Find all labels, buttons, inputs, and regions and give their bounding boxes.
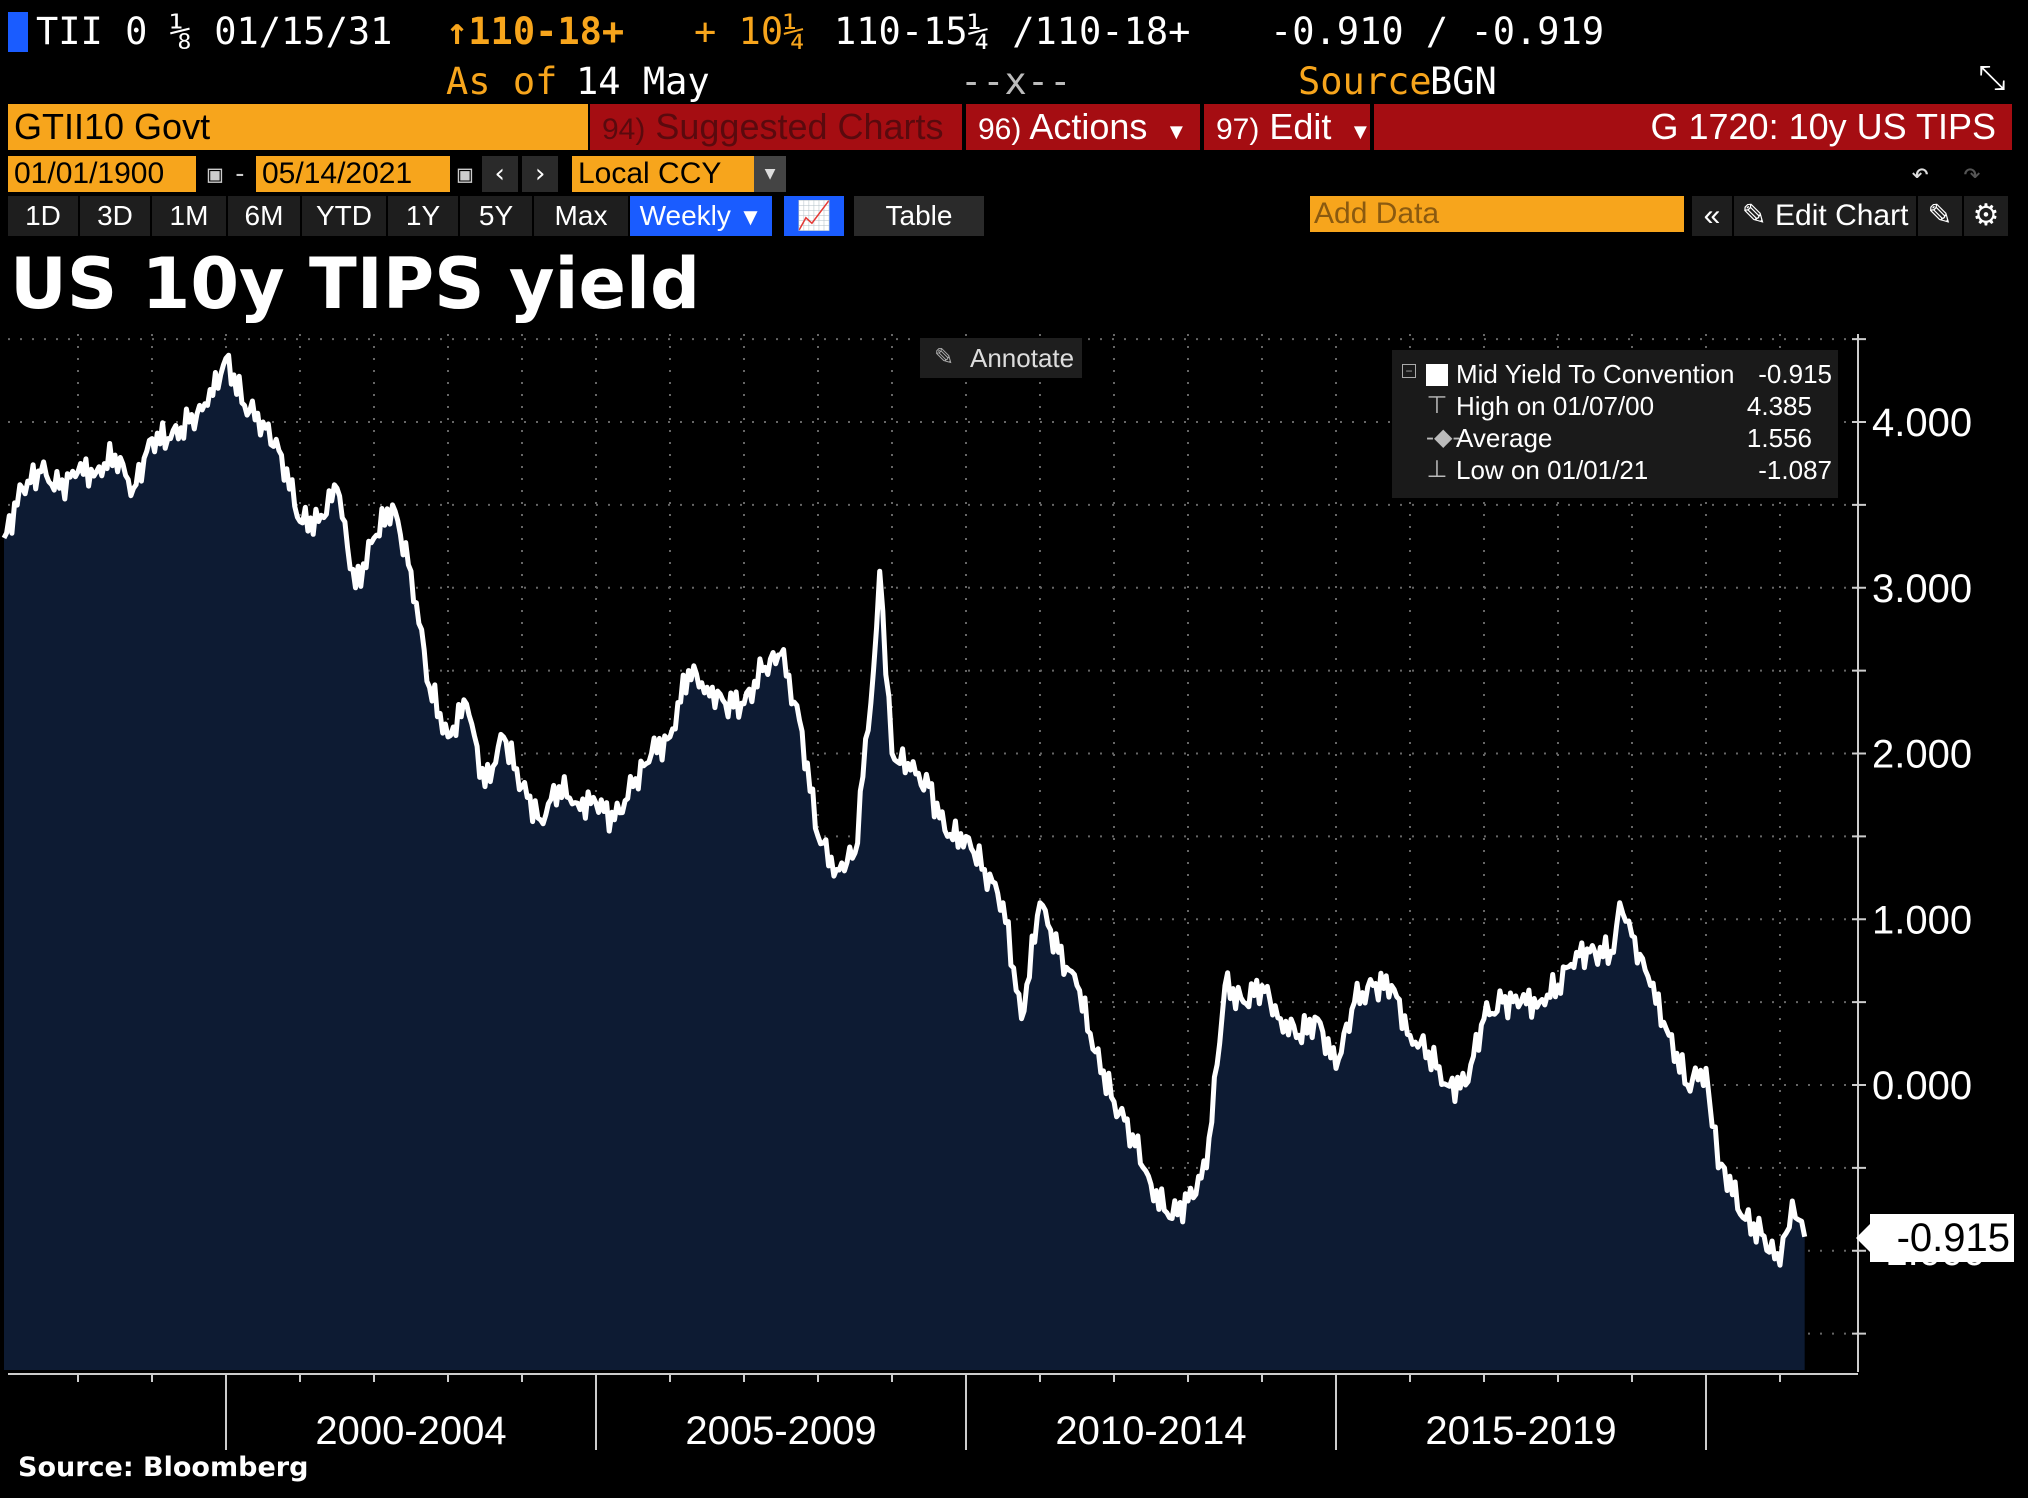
edit-series-icon[interactable]: ✎ xyxy=(1918,196,1962,236)
chart-legend[interactable]: − Mid Yield To Convention -0.915 ⊤ High … xyxy=(1392,350,1838,498)
source-note: Source: Bloomberg xyxy=(18,1452,309,1483)
legend-series-row: Mid Yield To Convention -0.915 xyxy=(1392,358,1838,390)
tab-1m[interactable]: 1M xyxy=(152,196,226,236)
legend-average-row: -◆- Average 1.556 xyxy=(1392,422,1838,454)
edit-chart-label: Edit Chart xyxy=(1775,199,1909,232)
security-name[interactable]: TII 0 ⅛ 01/15/31 xyxy=(36,10,393,53)
quote-time: --x-- xyxy=(960,60,1072,103)
legend-low-value: -1.087 xyxy=(1758,455,1832,485)
last-price: ↑110-18+ xyxy=(446,10,625,53)
low-marker-icon: ⊥ xyxy=(1426,456,1448,483)
x-axis-ticks: 2000-2004 2005-2009 2010-2014 2015-2019 xyxy=(77,1374,1781,1450)
collapse-left-icon[interactable]: « xyxy=(1692,196,1732,236)
gear-icon[interactable]: ⚙ xyxy=(1964,196,2008,236)
x-tick-label: 2015-2019 xyxy=(1425,1409,1616,1450)
tab-1y[interactable]: 1Y xyxy=(388,196,458,236)
x-tick-label: 2005-2009 xyxy=(685,1409,876,1450)
collapse-icon[interactable]: − xyxy=(1402,364,1416,378)
frequency-dropdown[interactable]: Weekly ▼ xyxy=(630,196,772,236)
last-value-pointer xyxy=(1856,1224,1870,1252)
legend-high-row: ⊤ High on 01/07/00 4.385 xyxy=(1392,390,1838,422)
end-date-input[interactable]: 05/14/2021 xyxy=(256,156,450,192)
high-marker-icon: ⊤ xyxy=(1426,392,1448,419)
ticker-input[interactable]: GTII10 Govt xyxy=(8,104,588,150)
y-tick-label: 0.000 xyxy=(1872,1064,1972,1108)
chevron-down-icon: ▼ xyxy=(1349,119,1372,144)
yield-line xyxy=(1,352,1808,1268)
x-tick-label: 2000-2004 xyxy=(315,1409,506,1450)
command-bar: GTII10 Govt 94) Suggested Charts 96) Act… xyxy=(8,104,2012,150)
edit-chart-button[interactable]: ✎ Edit Chart xyxy=(1734,196,1916,236)
source-label: Source xyxy=(1298,60,1432,103)
yield-pair: -0.910 / -0.919 xyxy=(1270,10,1605,53)
source-value: BGN xyxy=(1430,60,1497,103)
table-button[interactable]: Table xyxy=(854,196,984,236)
as-of-label: As of xyxy=(446,60,558,103)
legend-average-value: 1.556 xyxy=(1746,423,1812,453)
security-marker xyxy=(8,12,28,52)
x-tick-label: 2010-2014 xyxy=(1055,1409,1246,1450)
legend-high-value: 4.385 xyxy=(1746,391,1812,421)
period-tabs: 1D 3D 1M 6M YTD 1Y 5Y Max Weekly ▼ 📈 Tab… xyxy=(8,196,2012,236)
annotate-label: Annotate xyxy=(970,343,1075,373)
legend-average-label: Average xyxy=(1456,423,1553,453)
chart-title: US 10y TIPS yield xyxy=(10,243,701,325)
tab-3d[interactable]: 3D xyxy=(80,196,150,236)
date-range-row: 01/01/1900 ▣ - 05/14/2021 ▣ ‹ › Local CC… xyxy=(8,156,2012,192)
axes xyxy=(8,334,1859,1375)
tab-1d[interactable]: 1D xyxy=(8,196,78,236)
expand-icon[interactable]: ⤡ xyxy=(1978,58,2006,98)
price-change: + 10¼ xyxy=(694,10,806,53)
yield-area xyxy=(4,355,1805,1370)
suggested-num: 94) xyxy=(602,113,646,146)
tab-5y[interactable]: 5Y xyxy=(460,196,532,236)
annotate-button[interactable]: ✎ Annotate xyxy=(920,338,1082,378)
date-separator: - xyxy=(232,159,248,189)
legend-series-value: -0.915 xyxy=(1758,359,1832,389)
chevron-down-icon: ▼ xyxy=(1165,119,1188,144)
series-swatch xyxy=(1426,364,1448,386)
tab-max[interactable]: Max xyxy=(534,196,628,236)
page-title: G 1720: 10y US TIPS xyxy=(1374,104,2012,150)
prev-period-button[interactable]: ‹ xyxy=(482,156,518,192)
tab-6m[interactable]: 6M xyxy=(228,196,300,236)
legend-low-label: Low on 01/01/21 xyxy=(1456,455,1649,485)
pencil-icon: ✎ xyxy=(934,344,955,371)
chevron-down-icon: ▼ xyxy=(738,204,763,231)
legend-low-row: ⊥ Low on 01/01/21 -1.087 xyxy=(1392,454,1838,486)
next-period-button[interactable]: › xyxy=(522,156,558,192)
y-tick-label: 3.000 xyxy=(1872,567,1972,611)
frequency-label: Weekly xyxy=(639,200,731,231)
edit-label: Edit xyxy=(1269,106,1332,147)
average-marker-icon: -◆- xyxy=(1426,424,1461,451)
start-date-input[interactable]: 01/01/1900 xyxy=(8,156,196,192)
bid-ask: 110-15¼ /110-18+ xyxy=(834,10,1191,53)
chevron-down-icon[interactable]: ▼ xyxy=(754,156,786,192)
redo-icon[interactable]: ↷ xyxy=(1962,156,1982,191)
as-of-date: 14 May xyxy=(576,60,710,103)
y-tick-label: 2.000 xyxy=(1872,733,1972,777)
y-tick-label: 4.000 xyxy=(1872,401,1972,445)
edit-num: 97) xyxy=(1216,113,1260,146)
tab-ytd[interactable]: YTD xyxy=(302,196,386,236)
legend-series-name: Mid Yield To Convention xyxy=(1456,359,1735,389)
y-tick-label: 1.000 xyxy=(1872,898,1972,942)
actions-label: Actions xyxy=(1029,106,1148,147)
line-chart-icon[interactable]: 📈 xyxy=(784,196,844,236)
undo-icon[interactable]: ↶ xyxy=(1910,156,1930,191)
legend-high-label: High on 01/07/00 xyxy=(1456,391,1655,421)
actions-num: 96) xyxy=(978,113,1022,146)
add-data-input[interactable]: Add Data xyxy=(1310,196,1684,232)
pencil-icon: ✎ xyxy=(1741,199,1767,232)
calendar-icon[interactable]: ▣ xyxy=(207,160,223,188)
calendar-icon[interactable]: ▣ xyxy=(457,160,473,188)
suggested-charts-button[interactable]: 94) Suggested Charts xyxy=(590,104,962,150)
edit-button[interactable]: 97) Edit ▼ xyxy=(1204,104,1372,150)
currency-select[interactable]: Local CCY xyxy=(572,156,754,192)
actions-button[interactable]: 96) Actions ▼ xyxy=(966,104,1200,150)
last-value-tag: -0.915 xyxy=(1870,1214,2014,1262)
suggested-label: Suggested Charts xyxy=(655,106,944,147)
